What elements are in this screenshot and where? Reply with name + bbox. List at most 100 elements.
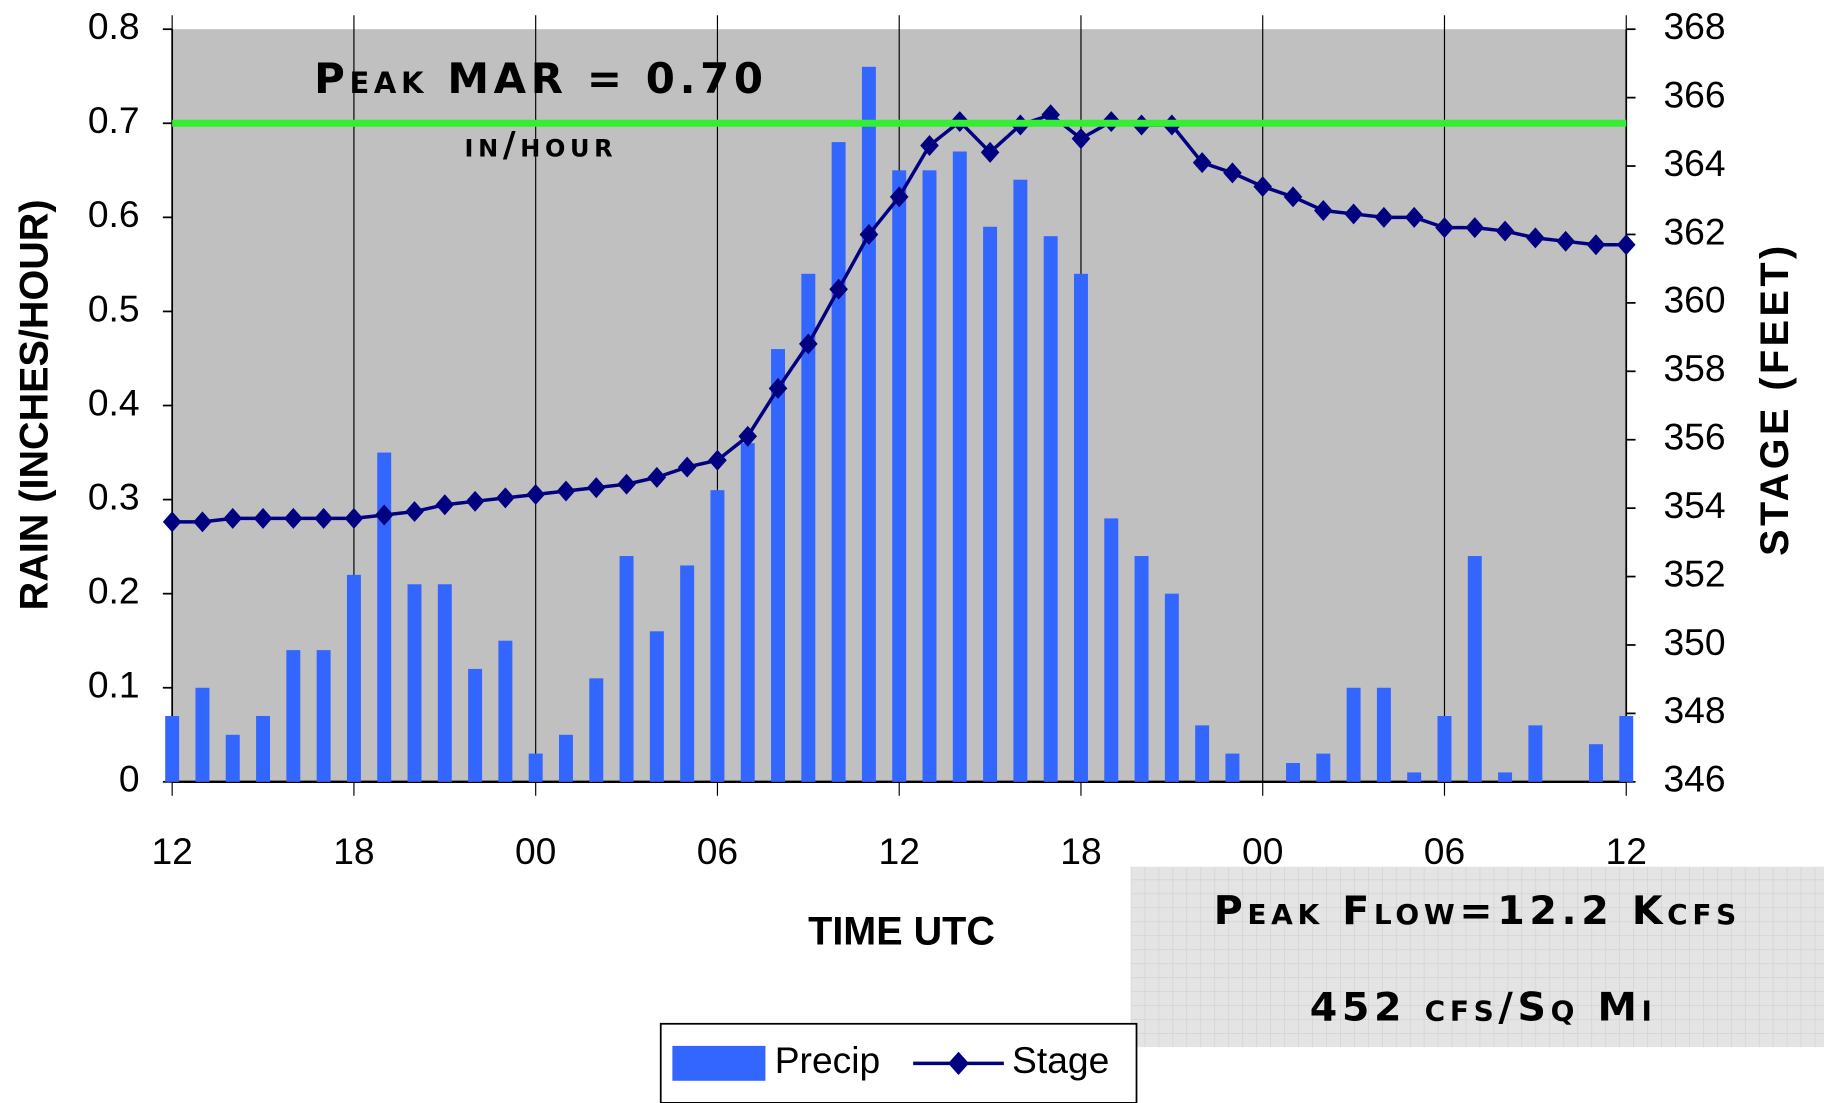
bar bbox=[983, 226, 998, 782]
y-tick-label: 0 bbox=[119, 758, 140, 800]
marker bbox=[647, 466, 667, 488]
bar bbox=[952, 151, 967, 782]
box-annotation: 452 cfs/Sq Mi bbox=[1310, 984, 1657, 1030]
marker bbox=[799, 333, 818, 355]
bar bbox=[831, 142, 846, 782]
marker bbox=[1435, 217, 1454, 239]
annotation: in/hour bbox=[465, 126, 618, 166]
y-tick-label: 0.3 bbox=[88, 475, 140, 517]
x-axis-label: TIME UTC bbox=[808, 910, 995, 954]
legend-label: Stage bbox=[1012, 1039, 1109, 1081]
bar bbox=[680, 565, 695, 782]
bar bbox=[437, 584, 452, 782]
bar bbox=[316, 650, 331, 782]
marker bbox=[1283, 186, 1303, 208]
y-tick-label: 0.8 bbox=[88, 5, 140, 47]
y2-tick-label: 356 bbox=[1663, 416, 1725, 458]
y-tick-label: 0.7 bbox=[88, 99, 140, 141]
bar bbox=[225, 734, 240, 782]
bar bbox=[468, 668, 483, 782]
marker bbox=[374, 504, 394, 526]
bar bbox=[1588, 744, 1603, 782]
marker bbox=[1071, 128, 1091, 150]
bar bbox=[861, 66, 876, 782]
marker bbox=[556, 480, 576, 502]
legend-label: Precip bbox=[775, 1039, 881, 1081]
bar bbox=[1407, 772, 1422, 782]
marker bbox=[889, 186, 909, 208]
bar bbox=[771, 349, 786, 782]
bar bbox=[649, 631, 664, 782]
bar bbox=[1134, 556, 1149, 782]
marker bbox=[405, 501, 424, 523]
bar bbox=[1225, 753, 1240, 782]
marker bbox=[617, 473, 636, 495]
legend-marker bbox=[948, 1051, 969, 1075]
marker bbox=[162, 511, 182, 533]
x-tick-label: 00 bbox=[515, 830, 556, 872]
x-tick-label: 06 bbox=[1424, 830, 1465, 872]
marker bbox=[586, 477, 606, 499]
bar bbox=[710, 490, 725, 782]
bar bbox=[1195, 725, 1210, 782]
y2-tick-label: 352 bbox=[1663, 552, 1725, 594]
y2-tick-label: 346 bbox=[1663, 758, 1725, 800]
bar bbox=[1043, 236, 1058, 782]
marker bbox=[1586, 234, 1606, 256]
bar bbox=[256, 715, 271, 782]
bar bbox=[1376, 687, 1391, 782]
marker bbox=[1223, 162, 1242, 184]
marker bbox=[1526, 227, 1545, 249]
bar bbox=[1013, 179, 1028, 782]
bar bbox=[1528, 725, 1543, 782]
bar bbox=[1073, 273, 1088, 782]
bar bbox=[558, 734, 573, 782]
legend-items: Precip Stage bbox=[672, 1039, 1109, 1081]
marker bbox=[253, 507, 273, 529]
x-tick-label: 12 bbox=[151, 830, 192, 872]
y2-tick-label: 360 bbox=[1663, 279, 1725, 321]
y-tick-label: 0.2 bbox=[88, 569, 140, 611]
y2-axis-label: STAGE (FEET) bbox=[1753, 242, 1797, 556]
annotation-box bbox=[1130, 866, 1824, 1048]
bar bbox=[589, 678, 604, 782]
x-tick-label: 00 bbox=[1242, 830, 1283, 872]
box-annotation: Peak Flow=12.2 Kcfs bbox=[1214, 888, 1741, 934]
y2-tick-label: 364 bbox=[1663, 142, 1725, 184]
bar bbox=[346, 574, 361, 782]
y2-tick-label: 358 bbox=[1663, 347, 1725, 389]
marker bbox=[829, 278, 848, 300]
x-tick-label: 06 bbox=[697, 830, 738, 872]
bar bbox=[922, 170, 937, 782]
marker bbox=[1192, 152, 1212, 174]
marker bbox=[193, 511, 212, 533]
y-axis-label: RAIN (INCHES/HOUR) bbox=[13, 200, 57, 611]
marker bbox=[768, 377, 788, 399]
bar bbox=[498, 640, 513, 782]
y-tick-label: 0.4 bbox=[88, 381, 140, 423]
bar bbox=[1346, 687, 1361, 782]
marker bbox=[677, 456, 697, 478]
marker bbox=[1253, 176, 1273, 198]
x-tick-label: 18 bbox=[333, 830, 374, 872]
y-tick-label: 0.6 bbox=[88, 193, 140, 235]
bar bbox=[195, 687, 210, 782]
marker bbox=[1465, 217, 1485, 239]
x-tick-label: 12 bbox=[1606, 830, 1647, 872]
marker bbox=[980, 141, 1000, 163]
bar bbox=[619, 556, 634, 782]
bar bbox=[1104, 518, 1119, 782]
bar bbox=[528, 753, 543, 782]
bar bbox=[1286, 763, 1300, 782]
bar bbox=[1619, 715, 1634, 782]
marker bbox=[1344, 203, 1363, 225]
marker bbox=[223, 507, 243, 529]
marker bbox=[1556, 230, 1575, 252]
marker bbox=[1404, 206, 1424, 228]
y2-tick-label: 362 bbox=[1663, 210, 1725, 252]
bar bbox=[286, 650, 301, 782]
y2-tick-label: 368 bbox=[1663, 5, 1725, 47]
bar bbox=[165, 715, 180, 782]
